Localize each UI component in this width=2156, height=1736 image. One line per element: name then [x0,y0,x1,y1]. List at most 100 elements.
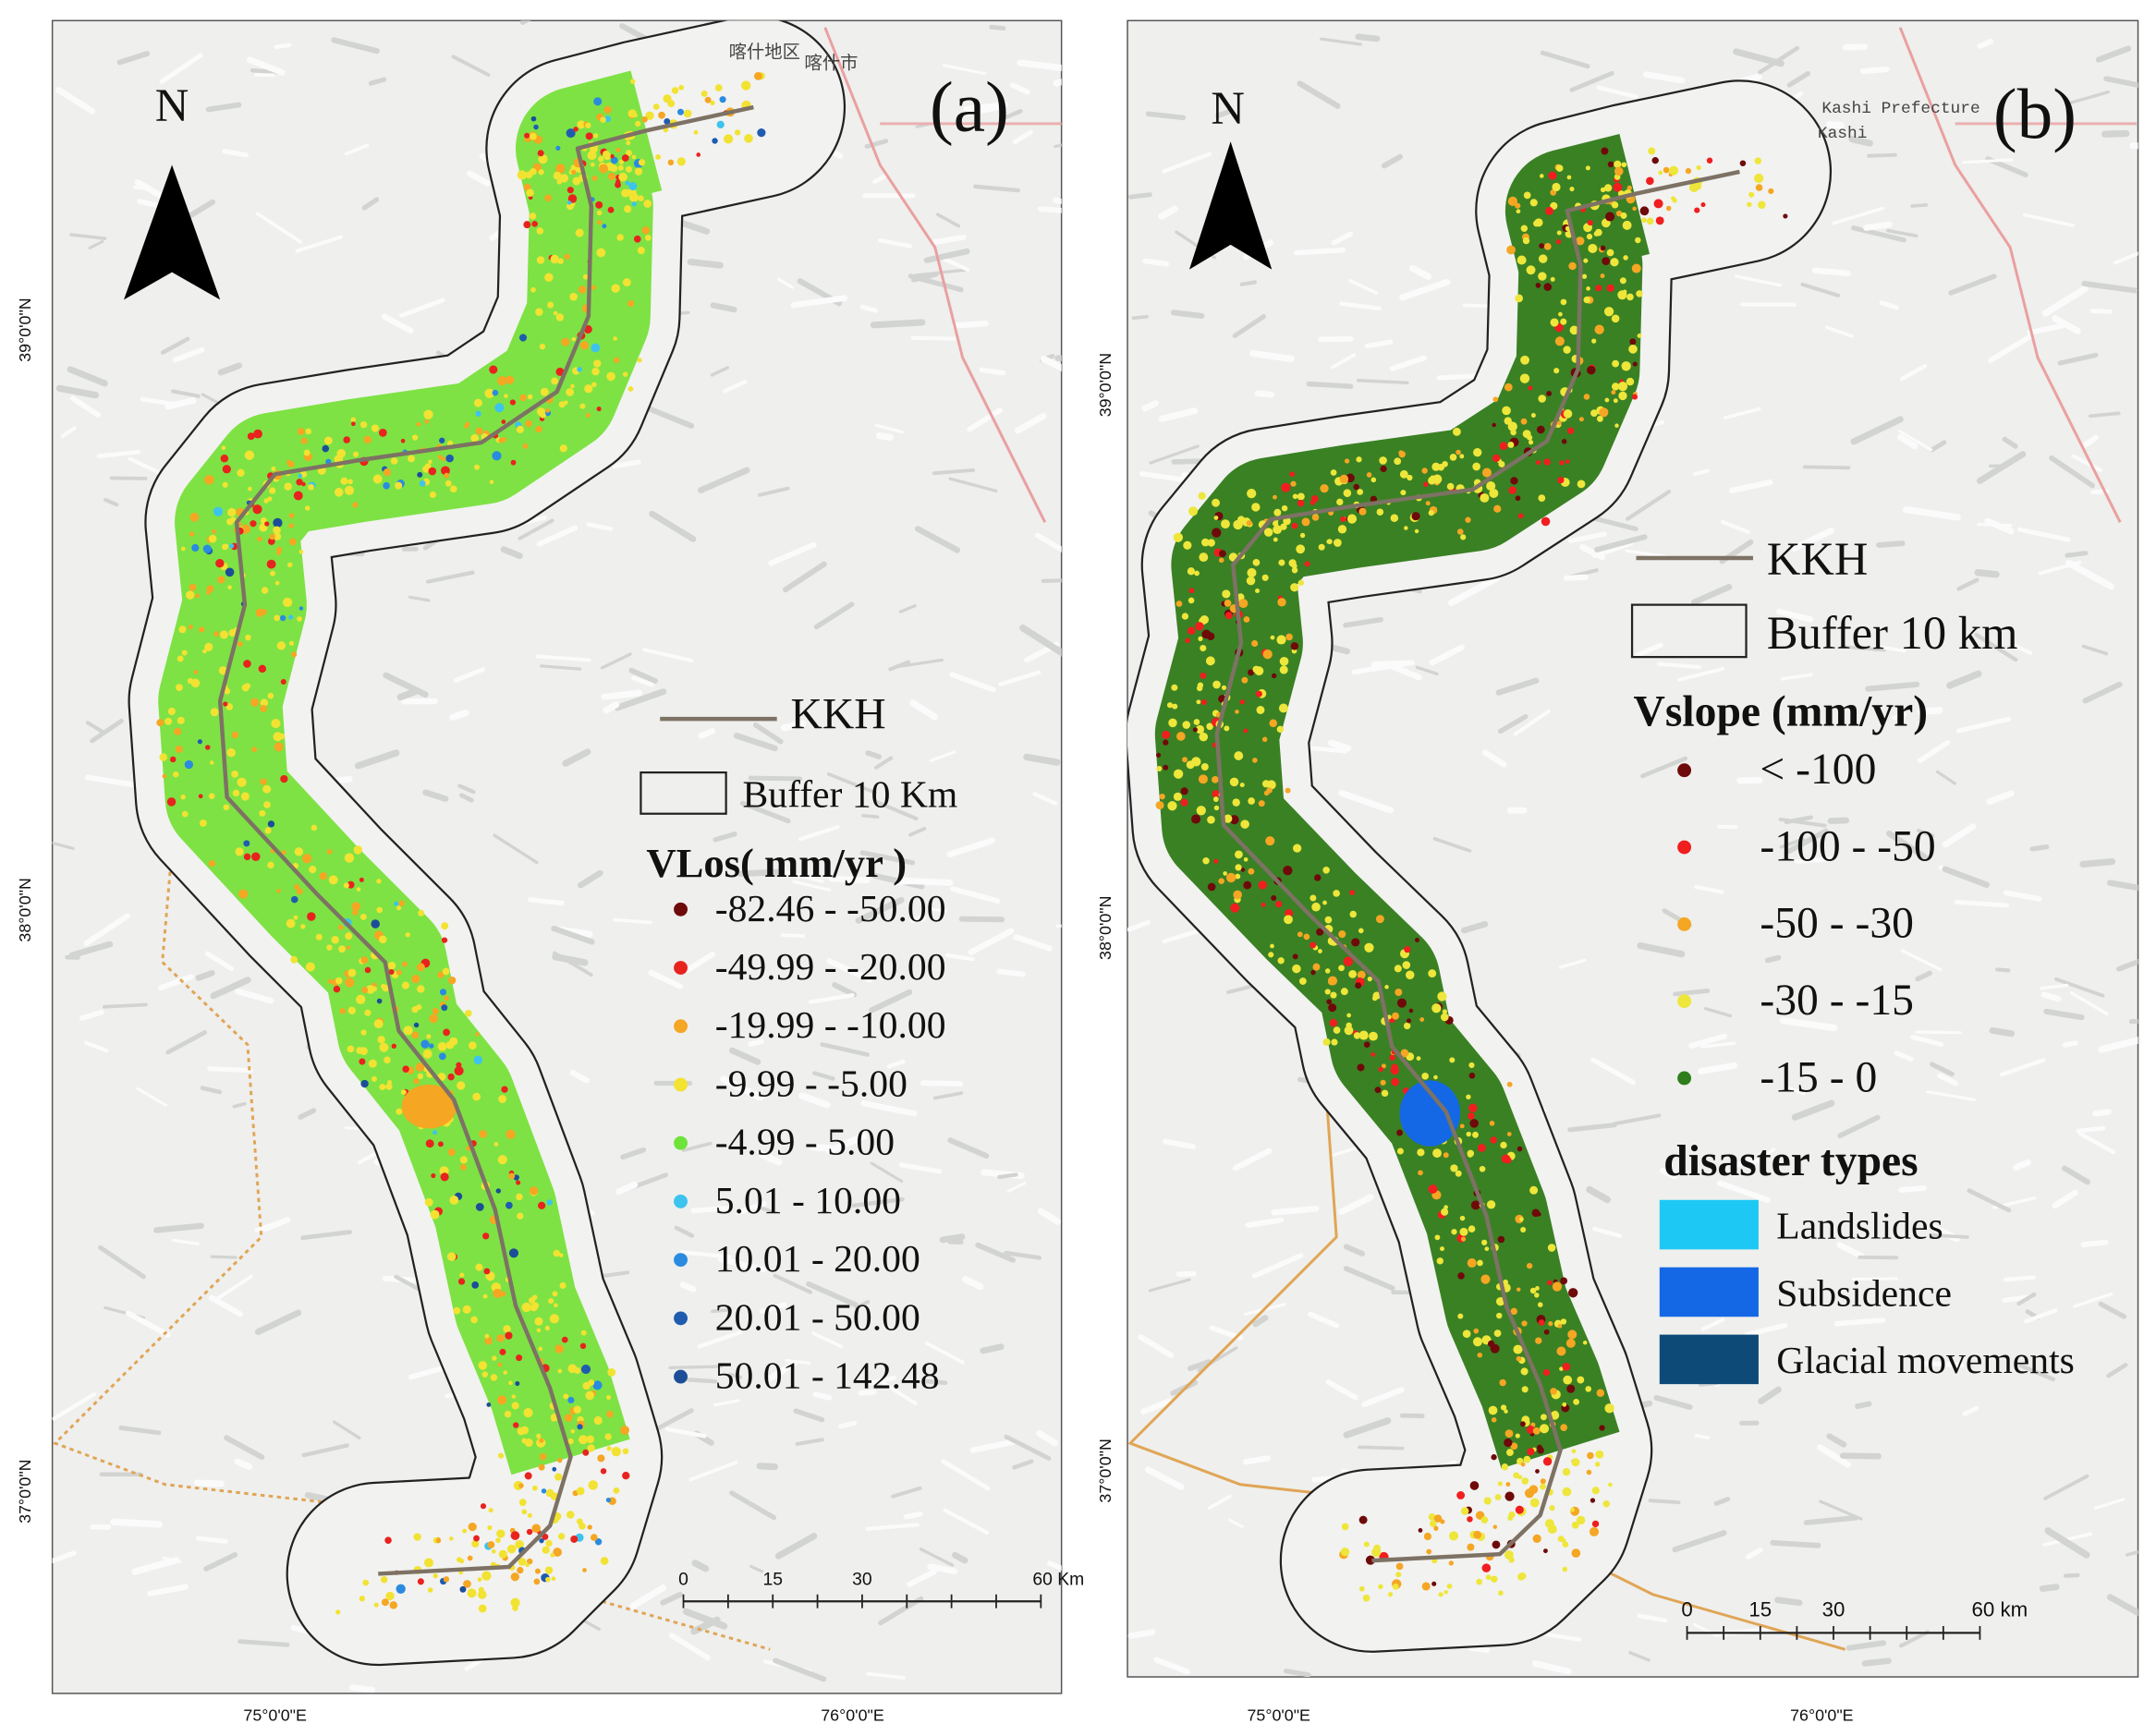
deformation-point [1646,217,1654,225]
terrain-ridge [837,1420,858,1429]
deformation-point [1653,199,1663,209]
deformation-point [1672,198,1677,203]
legend-class-swatch [674,1311,688,1326]
deformation-point [1414,528,1419,534]
deformation-point [527,1558,533,1565]
deformation-point [1261,574,1269,581]
deformation-point [1602,257,1611,266]
deformation-point [1343,956,1354,966]
deformation-point [1470,1200,1480,1210]
deformation-point [596,210,603,216]
terrain-ridge [903,1511,923,1520]
deformation-point [497,1362,503,1367]
deformation-point [554,1344,564,1354]
terrain-ridge [773,1657,827,1682]
deformation-point [335,977,343,985]
deformation-point [1364,942,1374,953]
terrain-ridge [924,1341,965,1365]
deformation-point [587,151,597,161]
scale-label: 15 [762,1569,783,1589]
deformation-point [180,794,186,800]
deformation-point [577,1424,583,1430]
deformation-point [492,451,502,461]
deformation-point [569,292,578,301]
deformation-point [1320,484,1329,493]
deformation-point [1255,588,1261,594]
legend-class-swatch [674,1194,688,1208]
deformation-point [1309,500,1316,505]
terrain-ridge [1569,70,1614,92]
deformation-point [1467,1258,1477,1269]
deformation-point [1396,998,1407,1008]
deformation-point [1408,1008,1414,1014]
deformation-point [1505,1449,1514,1456]
deformation-point [1417,1148,1425,1157]
deformation-point [570,1535,579,1543]
deformation-point [385,1591,395,1601]
terrain-ridge [710,302,737,313]
terrain-ridge [1017,59,1062,71]
deformation-point [1535,283,1541,288]
deformation-point [1428,510,1434,516]
deformation-point [270,570,275,577]
terrain-ridge [989,24,1006,31]
deformation-point [221,445,226,451]
deformation-point [511,1394,517,1399]
deformation-point [557,1533,566,1540]
deformation-point [1566,427,1575,434]
terrain-ridge [552,953,589,966]
deformation-point [638,159,646,166]
terrain-ridge [2002,436,2018,449]
deformation-point [592,133,599,139]
terrain-ridge [398,297,445,319]
legend-class-label: -15 - 0 [1760,1053,1877,1101]
deformation-point [1523,191,1531,200]
deformation-point [1440,1013,1449,1022]
deformation-point [337,924,344,930]
deformation-point [335,1609,341,1615]
terrain-ridge [1786,828,1829,854]
deformation-point [1460,1236,1467,1242]
terrain-ridge [1364,339,1394,349]
terrain-ridge [1032,792,1058,806]
deformation-point [544,273,554,282]
deformation-point [523,221,531,229]
deformation-point [555,313,565,322]
deformation-point [1484,1246,1490,1252]
deformation-point [468,1041,477,1050]
terrain-ridge [785,1358,811,1365]
terrain-ridge [1779,1017,1838,1032]
deformation-point [525,419,532,428]
deformation-point [290,895,298,904]
deformation-point [1577,1376,1585,1384]
deformation-point [353,845,362,855]
deformation-point [1298,977,1307,985]
terrain-ridge [648,969,684,989]
terrain-ridge [811,1071,835,1081]
terrain-ridge [783,561,827,593]
terrain-ridge [1338,1194,1374,1216]
deformation-point [1534,1293,1540,1298]
terrain-ridge [295,235,343,253]
deformation-point [1506,1132,1512,1136]
deformation-point [600,1468,607,1475]
terrain-ridge [69,233,107,240]
terrain-ridge [1716,1180,1771,1203]
deformation-point [553,1548,562,1557]
deformation-point [607,1367,616,1377]
terrain-ridge [690,1206,729,1214]
deformation-point [671,87,679,94]
deformation-point [1510,1442,1518,1451]
deformation-point [248,486,252,492]
terrain-ridge [172,1238,200,1246]
deformation-point [511,1402,519,1410]
deformation-point [445,480,452,487]
terrain-ridge [948,477,998,492]
deformation-point [1268,952,1274,958]
deformation-point [1279,656,1289,666]
deformation-point [1604,1403,1614,1414]
deformation-point [481,1371,489,1378]
terrain-ridge [1567,1123,1617,1133]
deformation-point [696,152,701,157]
terrain-ridge [1778,817,1827,828]
